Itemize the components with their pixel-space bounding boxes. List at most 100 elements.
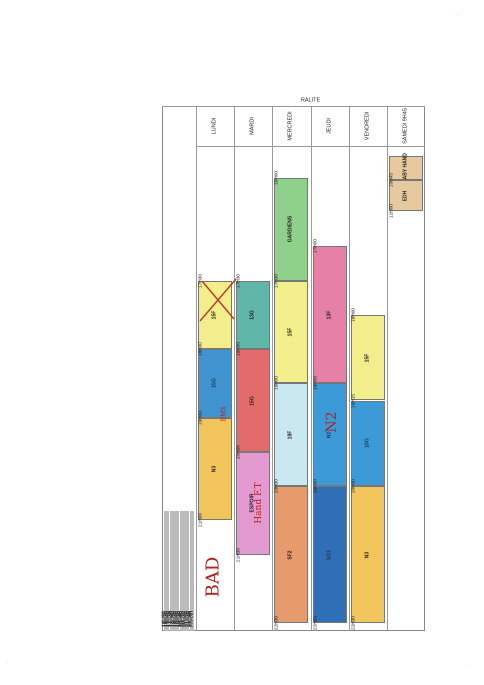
- time-row-line: [176, 511, 177, 631]
- day-header-mercredi: MERCREDI: [287, 111, 294, 141]
- time-row-line: [179, 511, 181, 631]
- time-row-line: [185, 511, 186, 631]
- block-espoir: [236, 451, 271, 555]
- time-row-line: [192, 511, 194, 631]
- block-n3: [198, 417, 233, 521]
- block-time-label: 12H00: [389, 203, 395, 219]
- block-time-label: 17H30: [274, 273, 280, 288]
- handwritten-hand-ft: Hand F.T: [254, 482, 265, 524]
- block-time-label: 22H30: [313, 615, 319, 631]
- time-row-line: [180, 511, 182, 631]
- block-label: 15F: [287, 327, 294, 337]
- time-row-line: [172, 511, 174, 631]
- block-15f: [350, 314, 385, 401]
- block-15f: [274, 280, 309, 384]
- block-time-label: 20H30: [313, 478, 319, 494]
- time-row-line: [187, 511, 188, 631]
- block-label: 15F: [364, 353, 371, 363]
- block-13f: [312, 246, 347, 384]
- block-18g: [350, 400, 385, 487]
- time-column-divider: [196, 106, 197, 631]
- block-time-label: 16H00: [274, 170, 280, 186]
- time-row-line: [168, 511, 169, 631]
- block-time-label: 18H30: [236, 342, 242, 357]
- time-row-line: [171, 511, 173, 631]
- day-header-samedi: SAMEDI 9H45: [402, 108, 409, 144]
- day-column-divider: [386, 106, 388, 631]
- day-column-divider: [272, 106, 273, 631]
- time-row-line: [182, 511, 184, 631]
- block-n3: [350, 486, 385, 623]
- time-row-line: [189, 511, 191, 631]
- block-time-label: 18H00: [351, 307, 357, 322]
- sheet-title: RALITE: [300, 97, 321, 104]
- block-edh: [388, 180, 423, 211]
- time-row-line: [184, 511, 185, 631]
- schedule-sheet: RALITE LUNDI MARDI MERCREDI JEUDI VENDREDI SAM…: [161, 98, 425, 631]
- page-speck-top-right: · ·: [455, 12, 461, 18]
- block-time-label: 22H30: [274, 615, 280, 631]
- block-15g: [198, 349, 233, 418]
- block-time-label: 19H15: [351, 393, 357, 408]
- time-row-line: [169, 511, 171, 631]
- block-time-label: 19H00: [313, 376, 319, 391]
- strike-cross: [199, 278, 237, 322]
- time-row-line: [190, 511, 192, 631]
- block-sf2: [274, 486, 309, 623]
- block-label: GARDIENS: [287, 216, 294, 243]
- title-band: [162, 106, 425, 107]
- time-row-line: [191, 511, 193, 631]
- block-time-label: 20H30: [351, 478, 357, 494]
- block-label: 18G: [364, 438, 371, 449]
- time-row-line: [166, 511, 167, 631]
- block-time-label: 17H30: [236, 273, 242, 288]
- time-row-line: [178, 511, 179, 631]
- time-row-line: [174, 511, 175, 631]
- block-n2: [312, 383, 347, 487]
- block-18f: [274, 383, 309, 487]
- block-baby-hand: [388, 156, 423, 181]
- block-time-label: 20H00: [236, 444, 242, 459]
- block-time-label: 22H30: [351, 615, 357, 631]
- block-label: SG1: [326, 549, 333, 560]
- time-row-line: [181, 511, 183, 631]
- block-time-label: 20H30: [274, 478, 280, 494]
- block-label: N3: [211, 465, 218, 473]
- block-label: SF2: [287, 549, 294, 560]
- time-row-line: [186, 511, 187, 631]
- time-row-line: [167, 511, 168, 631]
- block-time-label: 10H45: [389, 173, 395, 188]
- time-row-line: [177, 511, 178, 631]
- day-header-vendredi: VENDREDI: [364, 111, 370, 141]
- block-gardiens: [274, 178, 309, 281]
- handwritten-n2: N2: [323, 411, 340, 433]
- block-15g: [236, 349, 271, 452]
- block-time-label: 21H30: [236, 547, 242, 562]
- block-label: 15G: [249, 395, 256, 406]
- block-label: 18F: [287, 430, 294, 440]
- block-time-label: 19H00: [274, 376, 280, 391]
- page-speck-bottom-right: ·: [468, 662, 470, 668]
- block-label: N3: [364, 551, 371, 558]
- block-sg1: [312, 486, 347, 623]
- time-row-line: [175, 511, 176, 631]
- block-time-label: 21H00: [198, 513, 204, 528]
- block-label: BABY HAND: [402, 153, 409, 184]
- day-column-divider: [234, 106, 235, 631]
- block-13g: [236, 280, 271, 350]
- block-label: 13G: [249, 310, 256, 320]
- day-header-divider: [196, 146, 425, 147]
- time-row-line: [188, 511, 189, 631]
- page-speck-bottom-left: ·: [6, 660, 8, 666]
- day-header-mardi: MARDI: [249, 117, 256, 135]
- time-row-line: [165, 511, 166, 631]
- time-row-label: 22H30: [190, 611, 197, 627]
- time-row-line: [164, 511, 165, 631]
- day-header-jeudi: JEUDI: [325, 118, 332, 134]
- time-row-line: [170, 511, 172, 631]
- handwritten-bms: BMS: [220, 406, 228, 421]
- day-header-lundi: LUNDI: [211, 117, 218, 135]
- block-label: 13F: [326, 310, 333, 320]
- block-time-label: 17H00: [313, 239, 319, 254]
- handwritten-bad: BAD: [202, 556, 224, 597]
